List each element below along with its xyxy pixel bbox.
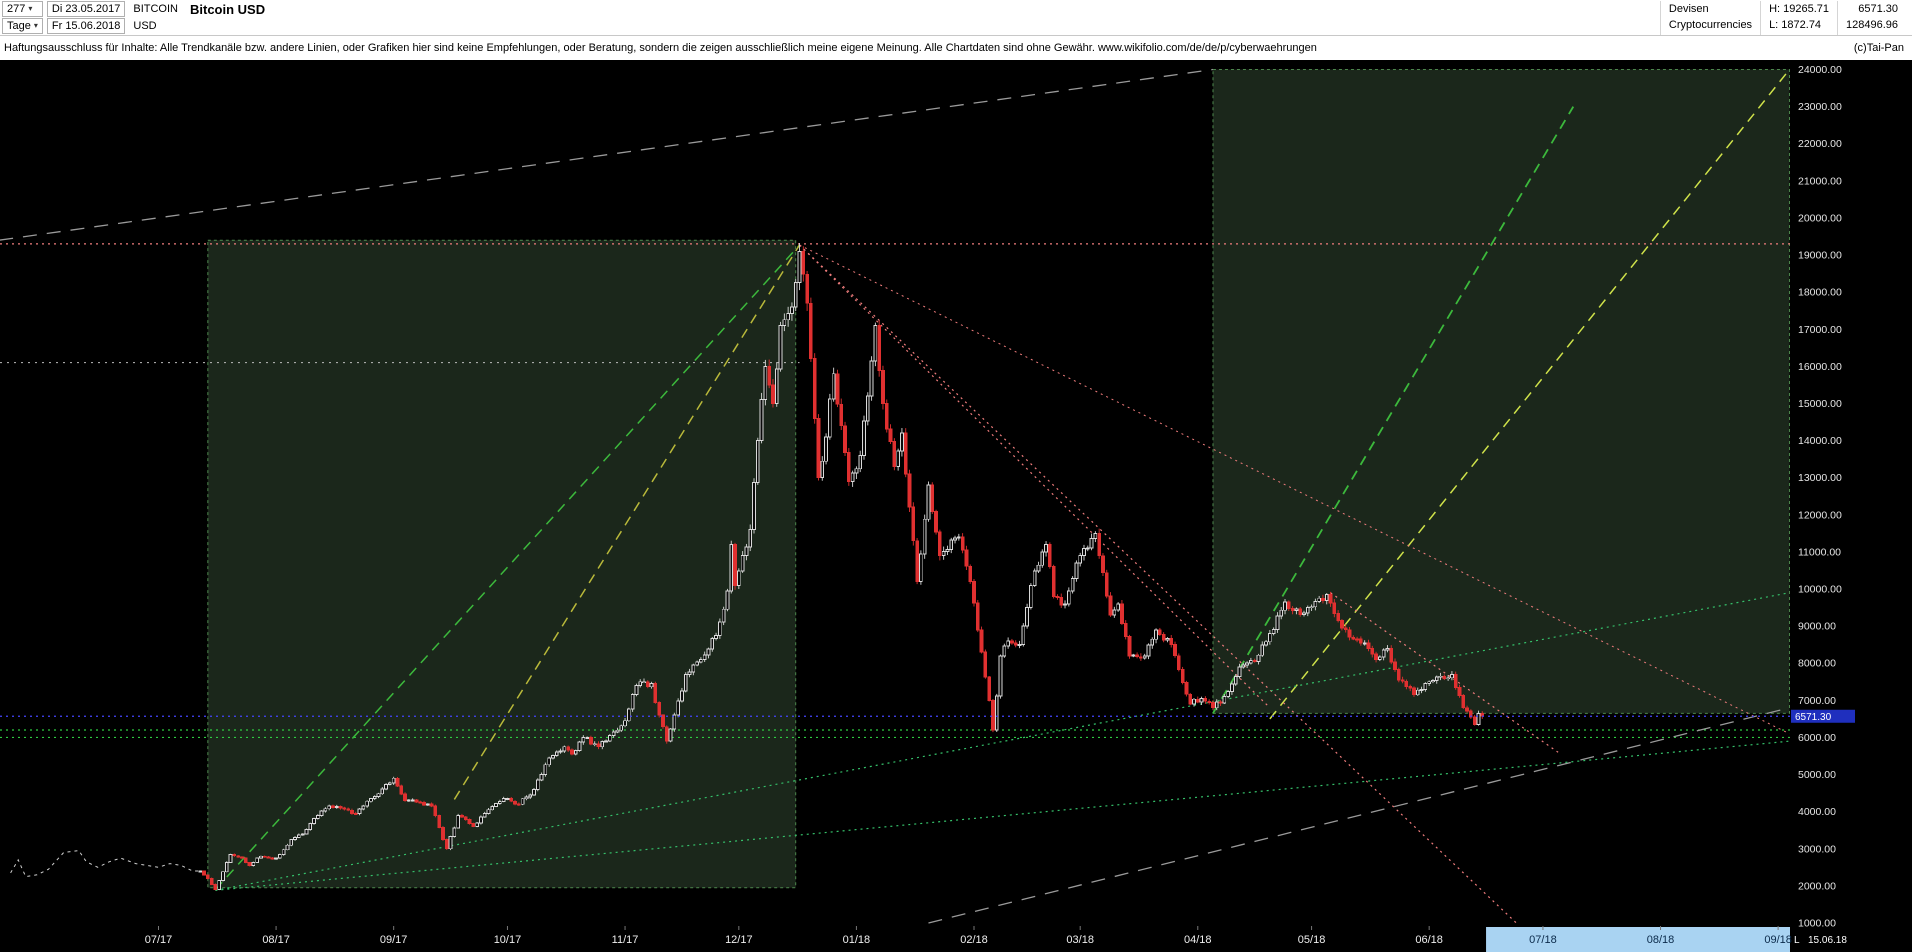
month-label: 11/17 [612,934,639,946]
quote-summary: Devisen Cryptocurrencies H: 19265.71 L: … [1659,0,1912,35]
month-label: 01/18 [843,934,871,946]
svg-text:23000.00: 23000.00 [1798,101,1842,113]
svg-text:13000.00: 13000.00 [1798,472,1842,484]
period-low: L: 1872.74 [1769,19,1822,31]
future-period-strip [1486,927,1790,952]
month-label: 09/18 [1764,934,1792,946]
svg-text:15000.00: 15000.00 [1798,398,1842,410]
trend-channel-box [207,239,797,889]
svg-text:1000.00: 1000.00 [1798,918,1836,930]
month-label: 12/17 [725,934,753,946]
svg-text:21000.00: 21000.00 [1798,175,1842,187]
start-date-value: Di 23.05.2017 [51,3,121,15]
last-price-block: 6571.30 128496.96 [1837,1,1906,35]
trend-line [453,244,801,800]
svg-text:18000.00: 18000.00 [1798,287,1842,299]
current-price-marker: 6571.30 [0,709,1855,723]
month-label: 04/18 [1184,934,1212,946]
svg-text:16000.00: 16000.00 [1798,361,1842,373]
category-line1: Devisen [1668,3,1709,15]
svg-text:8000.00: 8000.00 [1798,658,1836,670]
price-chart-canvas[interactable]: 1000.00 2000.00 3000.00 4000.00 5000.00 6000.… [0,60,1912,952]
period-high: H: 19265.71 [1769,3,1829,15]
start-date-field[interactable]: Di 23.05.2017 [46,1,126,17]
svg-text:9000.00: 9000.00 [1798,621,1836,633]
month-label: 05/18 [1298,934,1326,946]
trend-lines [0,68,1790,924]
taipan-copyright: (c)Tai-Pan [1853,42,1904,54]
chevron-down-icon: ▾ [33,21,38,30]
page-title: Bitcoin USD [190,2,266,17]
header-bar: 277 ▾ Di 23.05.2017 BITCOIN Tage ▾ Fr 15… [0,0,1912,36]
category-line2: Cryptocurrencies [1668,19,1753,31]
currency-label: USD [129,18,182,34]
svg-text:5000.00: 5000.00 [1798,769,1836,781]
symbol-label: BITCOIN [129,1,182,17]
svg-text:22000.00: 22000.00 [1798,138,1842,150]
trend-line [0,68,1214,241]
instrument-controls: 277 ▾ Di 23.05.2017 BITCOIN Tage ▾ Fr 15… [0,0,265,35]
svg-text:14000.00: 14000.00 [1798,435,1842,447]
svg-text:10000.00: 10000.00 [1798,584,1842,596]
price-axis-labels: 1000.00 2000.00 3000.00 4000.00 5000.00 6000.… [1798,64,1842,930]
disclaimer-text: Haftungsausschluss für Inhalte: Alle Tre… [4,42,1317,54]
month-axis: 07/17 08/17 09/17 10/17 11/17 12/17 01/18 02/18… [145,926,1847,952]
horizontal-lines [0,243,1790,739]
trend-boxes [207,69,1790,889]
category-block: Devisen Cryptocurrencies [1659,1,1760,35]
month-label: 02/18 [960,934,988,946]
trend-line [799,244,1271,709]
second-value: 128496.96 [1846,19,1898,31]
disclaimer-bar: Haftungsausschluss für Inhalte: Alle Tre… [0,36,1912,60]
month-label: 08/18 [1647,934,1675,946]
trend-line [1330,592,1559,753]
month-label: 07/17 [145,934,173,946]
chevron-down-icon: ▾ [28,4,33,13]
last-price: 6571.30 [1858,3,1898,15]
svg-text:4000.00: 4000.00 [1798,806,1836,818]
svg-text:11000.00: 11000.00 [1798,546,1841,558]
timeframe-value: Tage [7,20,31,32]
current-price-tag-label: 6571.30 [1795,712,1832,723]
trend-line [799,244,1790,735]
timeframe-dropdown[interactable]: Tage ▾ [2,18,43,34]
svg-text:7000.00: 7000.00 [1798,695,1836,707]
svg-text:3000.00: 3000.00 [1798,843,1836,855]
month-label: 08/17 [262,934,290,946]
high-low-block: H: 19265.71 L: 1872.74 [1760,1,1837,35]
month-label: 09/17 [380,934,408,946]
trend-line [214,244,801,891]
month-label: 10/17 [494,934,522,946]
svg-text:20000.00: 20000.00 [1798,212,1842,224]
svg-text:12000.00: 12000.00 [1798,509,1842,521]
month-label: 06/18 [1415,934,1443,946]
end-date-value: Fr 15.06.2018 [51,20,121,32]
candlestick-series [198,242,1485,891]
month-label: 03/18 [1066,934,1094,946]
month-label: 07/18 [1529,934,1557,946]
pre-period-line [10,850,201,878]
trend-channel-box [1212,69,1790,714]
bar-count-value: 277 [7,3,26,15]
trend-line [799,244,1517,924]
svg-text:6000.00: 6000.00 [1798,732,1836,744]
bar-count-dropdown[interactable]: 277 ▾ [2,1,43,17]
current-price-tag [1791,709,1855,723]
trend-line [928,707,1790,924]
svg-text:24000.00: 24000.00 [1798,64,1842,76]
end-date-field[interactable]: Fr 15.06.2018 [46,18,126,34]
svg-text:17000.00: 17000.00 [1798,324,1842,336]
svg-text:2000.00: 2000.00 [1798,880,1836,892]
last-date-label: 15.06.18 [1808,935,1847,946]
last-marker: L [1794,935,1800,946]
svg-text:19000.00: 19000.00 [1798,250,1842,262]
